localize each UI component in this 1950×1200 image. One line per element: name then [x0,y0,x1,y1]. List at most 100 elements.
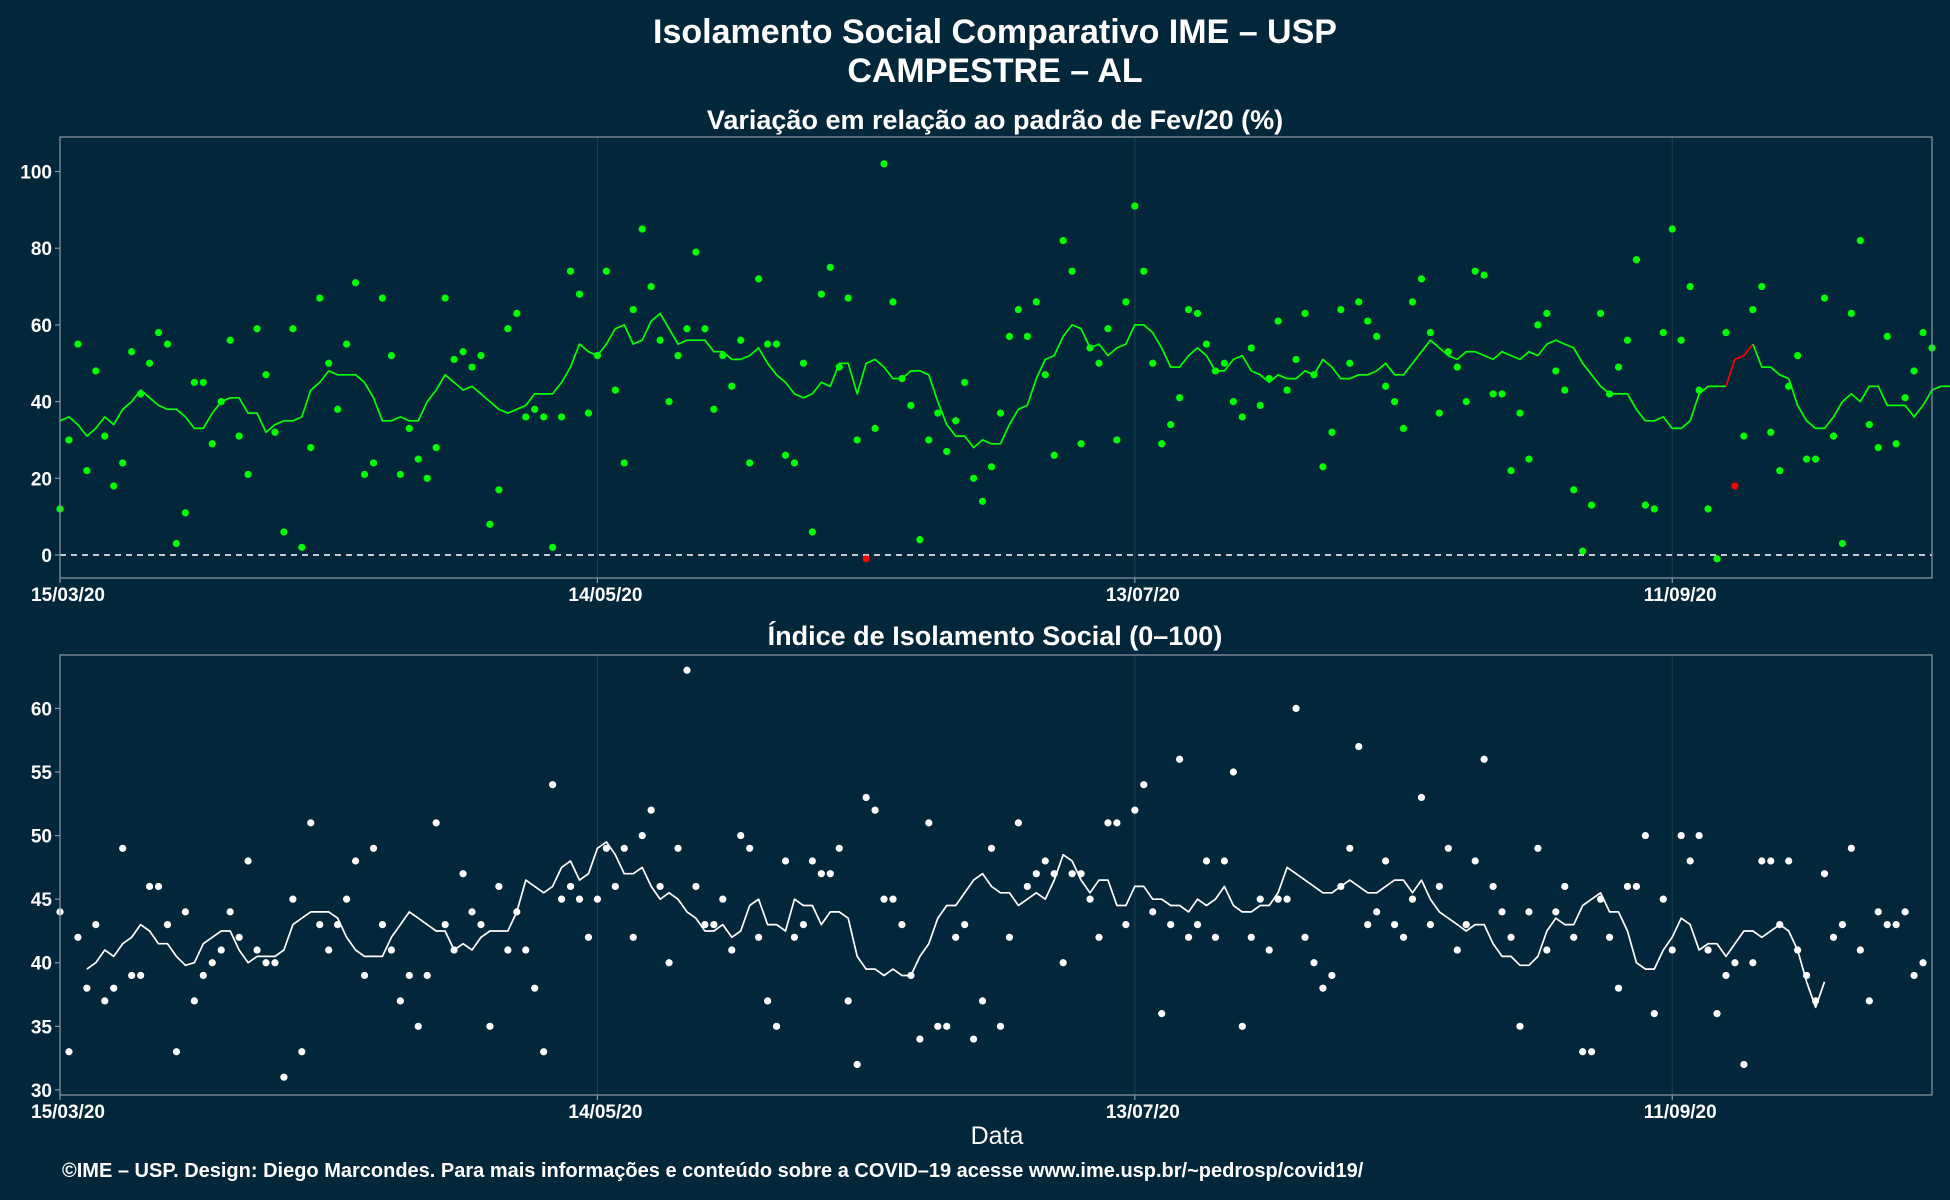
variation-point [1579,547,1587,555]
index-point [1632,882,1641,891]
variation-point [826,263,834,271]
index-point [1686,857,1694,865]
variation-point [620,459,628,467]
index-point [808,857,816,865]
variation-point [459,348,467,356]
variation-point [441,294,449,302]
variation-point [1292,355,1300,364]
variation-point [1713,555,1721,563]
index-point [629,933,637,941]
variation-point [1274,317,1282,325]
index-x-axis: 15/03/20 14/05/20 13/07/20 11/09/20 [31,1095,1717,1123]
variation-point [1417,275,1426,283]
index-point [387,946,396,954]
index-xtick-label: 15/03/20 [31,1102,105,1123]
index-point [665,959,673,967]
index-xtick-label: 11/09/20 [1644,1102,1717,1123]
index-point [1444,844,1452,852]
index-point [817,870,825,878]
index-point [719,895,727,903]
index-point [208,959,216,967]
variation-point [1167,421,1175,429]
variation-panel-border [59,136,1933,579]
variation-point [692,248,700,256]
variation-point [1856,236,1864,245]
variation-point [961,378,969,387]
index-ytick-label: 60 [31,699,52,720]
index-point [414,1022,422,1030]
variation-point [1749,305,1757,314]
variation-moving-average-segment-1 [1725,343,1754,387]
index-point [1426,920,1435,929]
index-point [1507,933,1515,941]
index-point [880,895,888,903]
variation-point [172,539,181,548]
variation-point [307,444,315,452]
variation-point [486,520,494,528]
variation-point [1426,328,1435,337]
index-point [710,920,718,929]
index-point [737,831,745,840]
variation-point [423,474,431,482]
variation-point [1892,440,1900,448]
index-point [1588,1048,1596,1056]
variation-point [1041,371,1049,379]
index-point [119,844,127,852]
index-point [1623,882,1632,891]
variation-ytick-label: 0 [41,546,52,567]
variation-xtick-label: 13/07/20 [1106,585,1180,606]
variation-point [1193,309,1202,317]
index-point [1176,755,1184,763]
variation-point [1399,424,1408,433]
index-point [781,857,790,865]
variation-xtick-label: 11/09/20 [1644,585,1717,606]
variation-point [943,447,951,456]
variation-point [1794,351,1802,360]
variation-point [710,405,718,413]
variation-point [1740,432,1748,440]
index-point [1838,920,1847,929]
index-point [1605,933,1614,941]
variation-point [1364,317,1372,325]
variation-point [853,436,861,444]
variation-point [1704,505,1712,513]
index-point [1193,920,1202,929]
variation-point [1346,359,1354,367]
index-point [1184,933,1193,941]
variation-point [1408,298,1417,306]
index-xtick-label: 14/05/20 [568,1102,642,1123]
variation-point [907,401,915,410]
index-point [1534,844,1542,852]
variation-point [1865,421,1873,429]
variation-point [889,298,897,306]
index-point [1767,857,1775,865]
variation-point [378,294,387,302]
index-point [1820,870,1829,878]
variation-point [226,336,234,344]
index-point [307,819,315,827]
variation-point [387,351,396,360]
index-point [898,920,906,929]
index-point [1740,1060,1748,1069]
variation-point [1874,444,1882,452]
index-point [978,997,987,1005]
variation-point [1820,294,1829,302]
variation-point [1516,409,1524,417]
variation-point [701,325,709,333]
index-point [826,870,834,878]
variation-point [450,355,458,364]
index-point [1032,870,1040,878]
index-point [1399,933,1408,941]
index-point [549,781,557,789]
variation-point [110,482,118,490]
index-point [343,895,351,903]
index-point [1561,882,1569,891]
index-point [504,946,512,954]
variation-point [602,267,610,275]
index-point [1713,1010,1721,1018]
index-point [1659,895,1667,903]
variation-point [1776,467,1784,475]
variation-point [1095,359,1103,367]
index-point [360,971,369,980]
index-ytick-label: 40 [31,954,52,975]
